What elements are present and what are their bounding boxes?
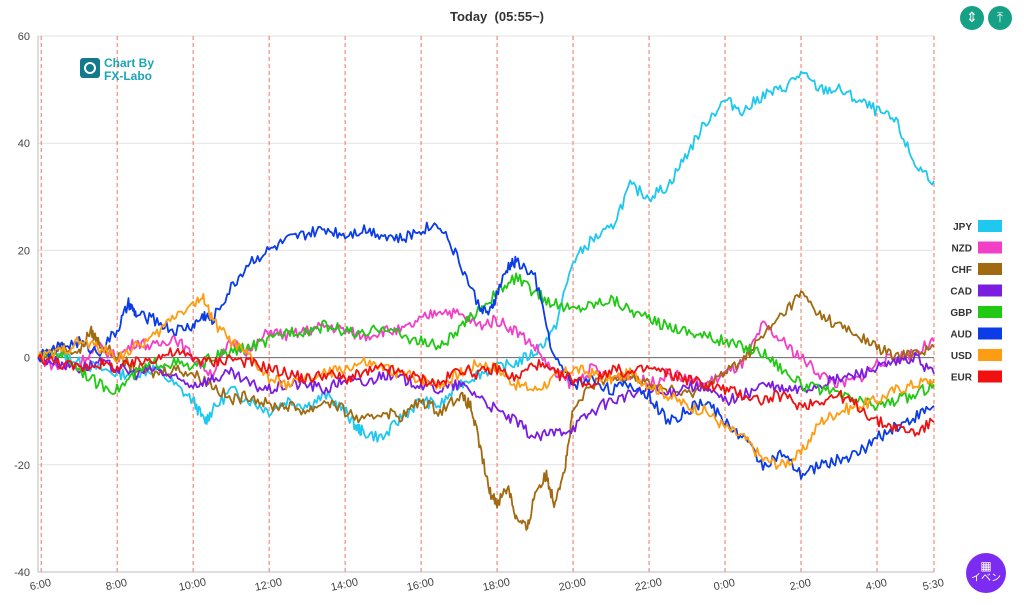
legend-swatch-usd[interactable] — [978, 349, 1002, 361]
expand-vertical-icon[interactable]: ⤒ — [988, 6, 1012, 30]
compress-vertical-icon[interactable]: ⇕ — [960, 6, 984, 30]
x-tick-label: 4:00 — [865, 577, 888, 593]
y-tick-label: -20 — [14, 460, 30, 472]
y-tick-label: 40 — [18, 138, 30, 150]
magnifier-icon — [84, 62, 96, 74]
legend: JPY NZD CHF CAD GBP AUD USD EUR — [950, 220, 1002, 384]
legend-label-jpy: JPY — [953, 222, 972, 233]
x-tick-label: 22:00 — [634, 576, 663, 593]
series-line-nzd — [38, 307, 935, 390]
x-tick-label: 0:00 — [713, 577, 736, 593]
y-tick-label: -40 — [14, 567, 30, 579]
legend-label-nzd: NZD — [951, 244, 972, 255]
x-tick-label: 8:00 — [105, 577, 128, 593]
legend-swatch-gbp[interactable] — [978, 306, 1002, 318]
series-line-eur — [37, 347, 935, 437]
x-tick-label: 6:00 — [29, 577, 52, 593]
logo: Chart By FX-Labo — [80, 56, 154, 83]
series-line-cad — [37, 351, 935, 442]
legend-swatch-nzd[interactable] — [978, 241, 1002, 254]
x-tick-label: 20:00 — [558, 576, 587, 593]
event-button[interactable]: ▦ イベン — [966, 553, 1006, 593]
series-line-aud — [37, 221, 935, 480]
series-line-jpy — [37, 70, 935, 443]
legend-label-eur: EUR — [951, 373, 973, 384]
series-line-gbp — [37, 272, 935, 411]
series-line-usd — [37, 292, 935, 471]
legend-swatch-eur[interactable] — [978, 370, 1002, 383]
legend-label-gbp: GBP — [950, 308, 972, 319]
x-tick-label: 14:00 — [330, 576, 359, 593]
y-tick-label: 60 — [18, 31, 30, 43]
legend-label-aud: AUD — [950, 330, 972, 341]
x-tick-label: 5:30 — [922, 577, 945, 593]
legend-swatch-chf[interactable] — [978, 263, 1002, 275]
x-tick-label: 12:00 — [254, 576, 283, 593]
legend-label-usd: USD — [951, 351, 972, 362]
legend-swatch-cad[interactable] — [978, 284, 1002, 297]
legend-label-chf: CHF — [951, 265, 972, 276]
calendar-icon: ▦ — [980, 559, 992, 573]
y-tick-label: 0 — [24, 353, 30, 365]
legend-label-cad: CAD — [950, 287, 972, 298]
logo-line1: Chart By — [104, 56, 154, 70]
series-lines — [37, 70, 935, 531]
legend-swatch-jpy[interactable] — [978, 220, 1002, 232]
legend-swatch-aud[interactable] — [978, 327, 1002, 340]
logo-icon — [80, 58, 100, 78]
chart-title: Today (05:55~) — [450, 9, 544, 24]
y-tick-label: 20 — [18, 245, 30, 257]
series-line-chf — [37, 290, 935, 531]
axes: 60 40 20 0 -20 -406:00 8:00 10:00 12:00 14:00 16:0… — [14, 31, 945, 594]
event-button-label: イベン — [971, 573, 1001, 584]
x-tick-label: 2:00 — [789, 577, 812, 593]
x-tick-label: 10:00 — [178, 576, 207, 593]
logo-line2: FX-Labo — [104, 69, 152, 83]
x-tick-label: 18:00 — [482, 576, 511, 593]
x-tick-label: 16:00 — [406, 576, 435, 593]
